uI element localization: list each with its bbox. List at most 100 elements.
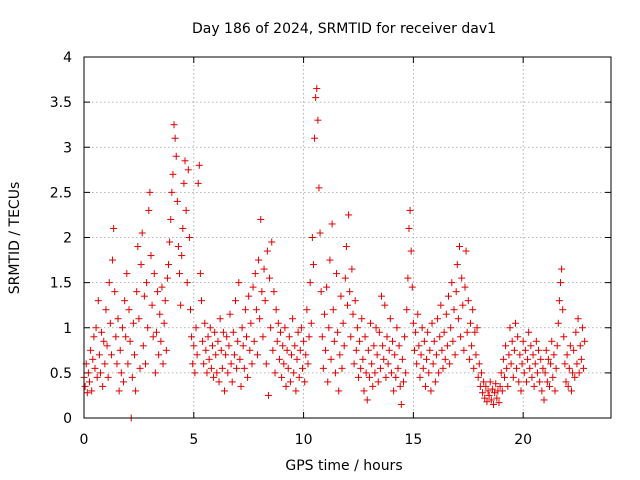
data-point <box>81 382 89 390</box>
data-point <box>144 324 152 332</box>
data-point <box>92 324 100 332</box>
data-point <box>346 288 354 296</box>
data-point <box>371 369 379 377</box>
data-point <box>146 188 154 196</box>
data-point <box>547 360 555 368</box>
data-point <box>303 306 311 314</box>
data-point <box>337 292 345 300</box>
data-point <box>136 364 144 372</box>
data-point <box>581 337 589 345</box>
data-point <box>550 351 558 359</box>
data-point <box>378 292 386 300</box>
data-point <box>176 270 184 278</box>
data-point <box>304 360 312 368</box>
data-point <box>178 252 186 260</box>
data-point <box>487 396 495 404</box>
data-point <box>413 360 421 368</box>
data-point <box>319 364 327 372</box>
data-point <box>569 369 577 377</box>
data-point <box>402 369 410 377</box>
data-point <box>241 306 249 314</box>
data-point <box>441 355 449 363</box>
data-point <box>553 342 561 350</box>
data-point <box>562 378 570 386</box>
data-point <box>143 279 151 287</box>
data-point <box>486 378 494 386</box>
data-point <box>429 360 437 368</box>
data-point <box>490 400 498 408</box>
data-point <box>548 337 556 345</box>
data-point <box>563 351 571 359</box>
data-point <box>472 351 480 359</box>
y-tick-label: 2.5 <box>50 185 72 201</box>
data-point <box>336 351 344 359</box>
x-tick-label: 10 <box>295 432 313 448</box>
data-point <box>205 355 213 363</box>
data-point <box>145 206 153 214</box>
data-point <box>161 297 169 305</box>
data-point <box>179 224 187 232</box>
data-point <box>141 360 149 368</box>
data-point <box>341 274 349 282</box>
data-point <box>273 337 281 345</box>
data-point <box>543 378 551 386</box>
data-point <box>389 337 397 345</box>
x-tick-labels: 0 5 10 15 20 <box>80 432 533 448</box>
data-point <box>239 342 247 350</box>
data-point <box>240 364 248 372</box>
data-point <box>426 346 434 354</box>
data-point <box>256 315 264 323</box>
data-point <box>272 306 280 314</box>
data-point <box>113 360 121 368</box>
data-point <box>551 387 559 395</box>
data-point <box>192 324 200 332</box>
data-point <box>96 369 104 377</box>
data-point <box>573 360 581 368</box>
data-point <box>294 328 302 336</box>
data-point <box>333 270 341 278</box>
data-point <box>578 324 586 332</box>
data-point <box>318 333 326 341</box>
data-point <box>529 351 537 359</box>
data-point <box>89 355 97 363</box>
data-point <box>458 274 466 282</box>
data-point <box>460 346 468 354</box>
x-tick-label: 15 <box>404 432 422 448</box>
data-point <box>250 337 258 345</box>
data-point <box>261 297 269 305</box>
data-point <box>151 369 159 377</box>
data-point <box>425 369 433 377</box>
data-point <box>114 315 122 323</box>
data-point <box>116 346 124 354</box>
data-point <box>396 382 404 390</box>
y-tick-label: 2 <box>63 231 72 247</box>
data-point <box>87 346 95 354</box>
data-point <box>257 215 265 223</box>
data-point <box>420 337 428 345</box>
data-point <box>109 256 117 264</box>
data-point <box>213 369 221 377</box>
data-point <box>561 360 569 368</box>
data-point <box>452 288 460 296</box>
data-point <box>380 355 388 363</box>
data-point <box>221 387 229 395</box>
data-point <box>339 319 347 327</box>
data-point <box>360 387 368 395</box>
data-point <box>230 351 238 359</box>
x-axis-label: GPS time / hours <box>285 458 402 474</box>
data-point <box>117 369 125 377</box>
data-point <box>335 387 343 395</box>
data-point <box>132 387 140 395</box>
data-point <box>542 346 550 354</box>
data-point <box>193 351 201 359</box>
data-point <box>517 387 525 395</box>
data-point <box>374 378 382 386</box>
data-point <box>540 396 548 404</box>
data-point <box>515 378 523 386</box>
data-point <box>370 342 378 350</box>
data-point <box>238 324 246 332</box>
data-point <box>311 134 319 142</box>
data-point <box>354 373 362 381</box>
data-point <box>399 378 407 386</box>
data-point <box>564 382 572 390</box>
